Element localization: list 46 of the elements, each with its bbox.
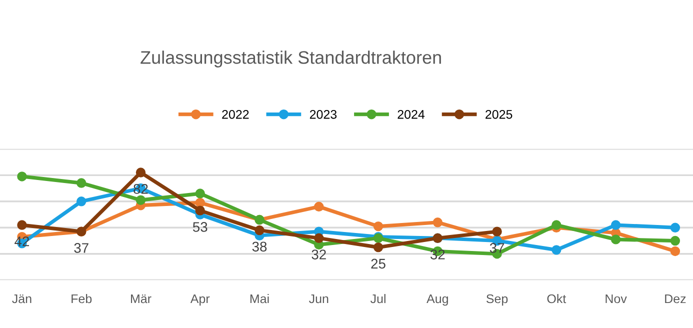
x-tick-label: Dez [665,294,686,304]
x-tick-label: Mai [250,294,269,304]
point [610,220,621,230]
chart-title: Zulassungsstatistik Standardtraktoren [140,50,441,68]
point [552,245,562,255]
point [254,225,264,236]
point [195,206,205,216]
point [76,196,86,206]
point [432,218,443,228]
x-tick-label: Jun [309,294,328,304]
point [195,188,205,198]
data-label: 37 [74,243,88,253]
point [314,202,324,212]
legend-label: 2024 [398,110,425,119]
legend-label: 2023 [310,110,337,119]
point [670,222,680,232]
point [136,195,146,205]
x-tick-label: Aug [426,294,448,306]
point [195,198,205,208]
point [314,233,324,243]
x-tick-label: Okt [547,294,566,304]
legend-label: 2025 [486,110,512,119]
data-label: 53 [192,222,208,232]
point [373,221,384,232]
x-tick-label: Feb [72,294,92,304]
point [76,178,86,188]
x-tick-label: Mär [131,294,152,304]
x-tick-label: Sep [486,294,508,306]
point [17,172,27,182]
x-tick-label: Apr [190,294,210,306]
point [552,220,562,230]
legend-label: 2022 [222,110,249,119]
point [610,234,621,244]
x-tick-label: Jän [12,294,32,304]
data-label: 38 [252,242,267,252]
point [670,236,680,246]
x-tick-label: Jul [370,294,386,304]
data-label: 32 [312,250,326,260]
x-tick-label: Nov [606,294,627,304]
point [373,242,384,252]
data-label: 82 [134,184,148,194]
point [136,168,146,178]
point [670,246,680,256]
point [17,220,27,230]
point [492,226,502,236]
data-label: 25 [371,258,386,269]
